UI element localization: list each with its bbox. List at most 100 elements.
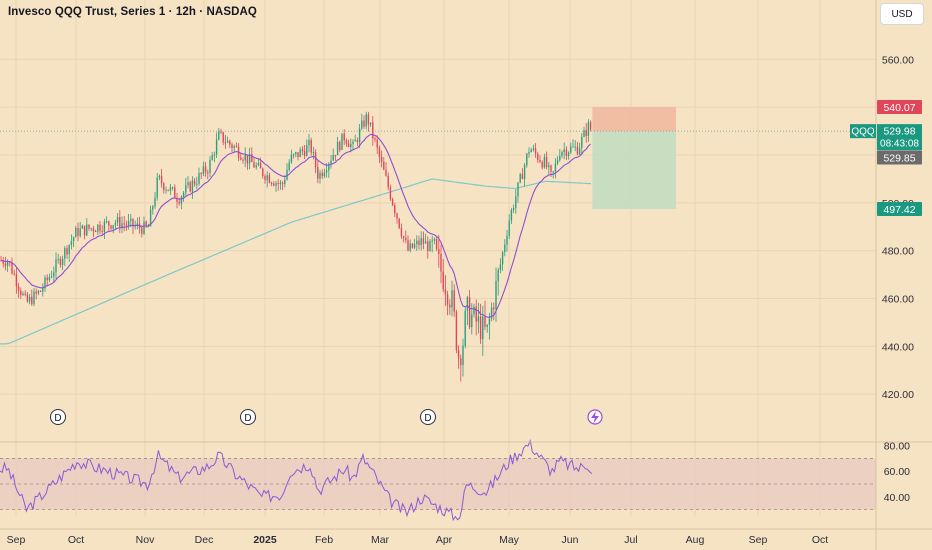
candle-body [180,197,183,204]
candle-body [435,239,438,250]
candle-body [367,114,370,125]
candle-body [380,156,383,162]
candle-body [466,297,469,311]
candle-body [440,253,442,272]
candle-body [422,238,425,244]
currency-button[interactable]: USD [880,3,924,25]
candle-body [136,223,139,226]
candle-body [233,146,235,149]
candle-body [387,175,389,188]
candle-body [376,139,378,148]
candle-body [211,155,213,160]
candle-body [334,155,337,157]
time-tick-label: Jul [624,534,637,546]
dividend-marker [420,409,436,425]
candle-body [528,152,530,154]
candle-body [288,162,290,170]
candle-body [526,153,528,166]
candle-body [585,130,587,137]
last-price-label: 529.98 [883,126,915,138]
candle-body [204,166,207,173]
candle-body [125,224,128,226]
candle-body [303,151,306,156]
candle-body [48,277,51,281]
candle-body [411,243,414,248]
candle-body [127,221,130,226]
candle-body [253,161,255,168]
chart-title: Invesco QQQ Trust, Series 1 · 12h · NASD… [8,6,257,18]
candle-body [147,226,150,228]
candle-body [273,183,275,186]
candle-body [226,140,229,143]
candle-body [299,149,301,157]
candle-body [191,180,194,192]
candle-body [361,120,363,129]
candle-body [325,170,328,173]
candle-body [15,274,18,287]
long-position-tool[interactable] [0,107,876,209]
candle-body [499,264,502,270]
candle-body [431,240,433,242]
candle-body [240,157,242,160]
candle-body [561,151,563,156]
ema-line [0,133,591,318]
symbol-tag-bg [850,124,876,139]
candle-body [11,262,13,274]
candle-body [154,197,156,207]
candle-body [24,293,26,295]
candle-body [416,240,418,245]
candle-body [59,258,62,265]
candle-body [108,221,110,226]
candle-body [68,244,70,255]
candle-body [473,306,475,315]
candle-body [198,173,200,184]
candle-body [418,240,420,245]
time-tick-label: Feb [315,534,333,546]
time-tick-label: Dec [195,534,214,546]
time-tick-label: 2025 [253,534,277,546]
candle-body [17,286,20,291]
rsi-tick-label: 60.00 [884,466,910,478]
candle-body [222,132,224,143]
candle-body [57,258,59,260]
candle-body [292,154,295,156]
time-tick-label: Apr [436,534,453,546]
candle-body [268,175,271,183]
candle-body [482,316,484,340]
candle-body [99,224,101,232]
candle-body [328,163,330,171]
time-tick-label: Sep [7,534,26,546]
candle-body [570,146,572,153]
time-tick-label: Sep [749,534,768,546]
candle-body [297,152,299,157]
short-moving-average [0,133,591,318]
candle-body [464,310,466,346]
candle-body [444,289,447,295]
candle-body [317,167,319,179]
candle-body [490,307,493,319]
candle-body [427,241,429,252]
candle-body [79,228,81,236]
candle-body [207,172,209,174]
candle-body [132,218,134,227]
candle-body [81,225,84,229]
time-tick-label: Oct [812,534,828,546]
candle-body [39,290,42,292]
target-price-label-bg [877,202,922,216]
candle-body [323,172,326,177]
time-tick-label: May [499,534,520,546]
candle-body [576,146,579,155]
candle-body [512,208,515,210]
candle-body [103,221,106,232]
candle-body [534,148,537,154]
candle-body [374,138,376,140]
candle-body [385,169,387,176]
stop-price-label: 540.07 [883,102,915,114]
candle-body [44,277,46,289]
candle-body [182,192,185,198]
candle-body [565,149,568,156]
candle-body [70,241,73,245]
